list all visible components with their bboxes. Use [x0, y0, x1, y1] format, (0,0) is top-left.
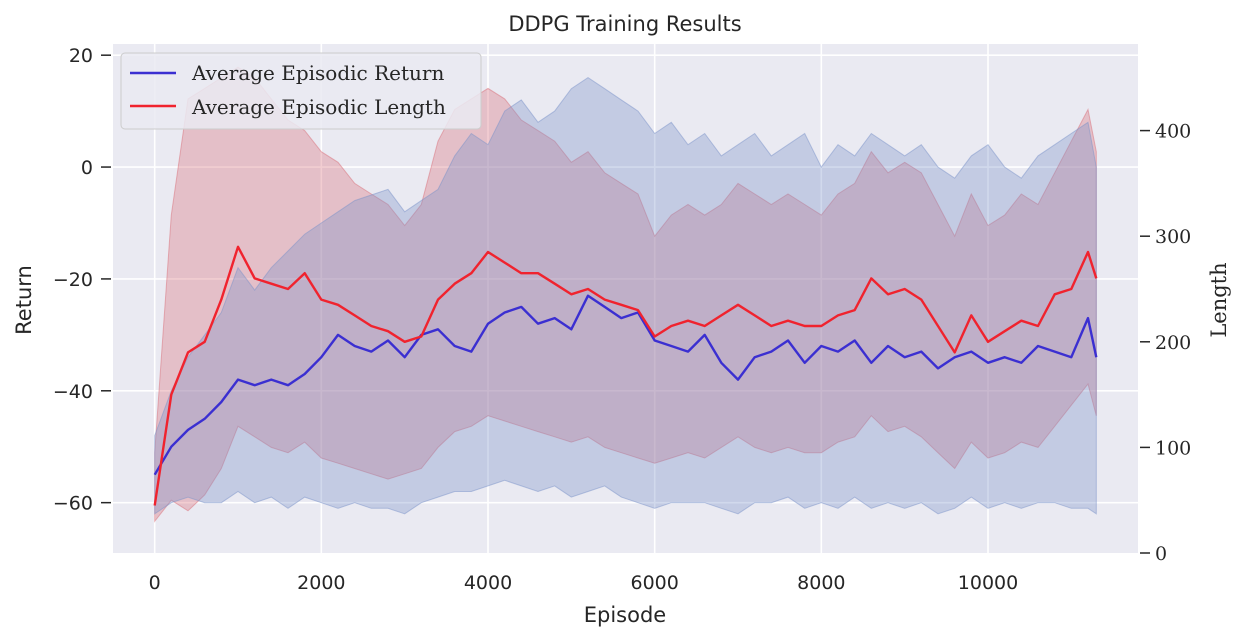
x-tick-label: 0 [149, 572, 161, 594]
legend-box [120, 52, 482, 130]
y2-tick-label: 100 [1155, 437, 1191, 459]
confidence-bands [154, 66, 1097, 523]
legend-label-return: Average Episodic Return [191, 61, 444, 85]
y2-axis-ticks: 0 100 200 300 400 [1140, 121, 1191, 565]
return-series-line [153, 294, 1098, 476]
x-axis-ticks: 0 2000 4000 6000 8000 10000 [149, 572, 1019, 594]
y-tick-label: 0 [81, 157, 93, 179]
y-tick-label: −20 [53, 269, 93, 291]
y-tick-label: 20 [69, 45, 93, 67]
y2-tick-label: 400 [1155, 121, 1191, 143]
y-tick-label: −60 [53, 493, 93, 515]
y2-axis-label: Length [1207, 262, 1231, 337]
series-lines [153, 245, 1098, 506]
x-tick-label: 4000 [464, 572, 512, 594]
grid-lines [113, 44, 1138, 553]
y-axis-label: Return [12, 265, 36, 335]
x-tick-label: 6000 [630, 572, 678, 594]
length-series-line [153, 245, 1098, 506]
y2-tick-label: 200 [1155, 332, 1191, 354]
x-tick-label: 10000 [958, 572, 1018, 594]
y2-tick-label: 0 [1155, 543, 1167, 565]
y-tick-label: −40 [53, 381, 93, 403]
x-tick-label: 8000 [797, 572, 845, 594]
legend: Average Episodic Return Average Episodic… [120, 52, 482, 130]
x-axis-label: Episode [584, 603, 666, 627]
return-confidence-band [154, 76, 1097, 515]
y-axis-ticks: −60 −40 −20 0 20 [53, 45, 111, 515]
y2-tick-label: 300 [1155, 226, 1191, 248]
chart-title: DDPG Training Results [508, 12, 741, 36]
legend-label-length: Average Episodic Length [191, 95, 446, 119]
x-tick-label: 2000 [297, 572, 345, 594]
